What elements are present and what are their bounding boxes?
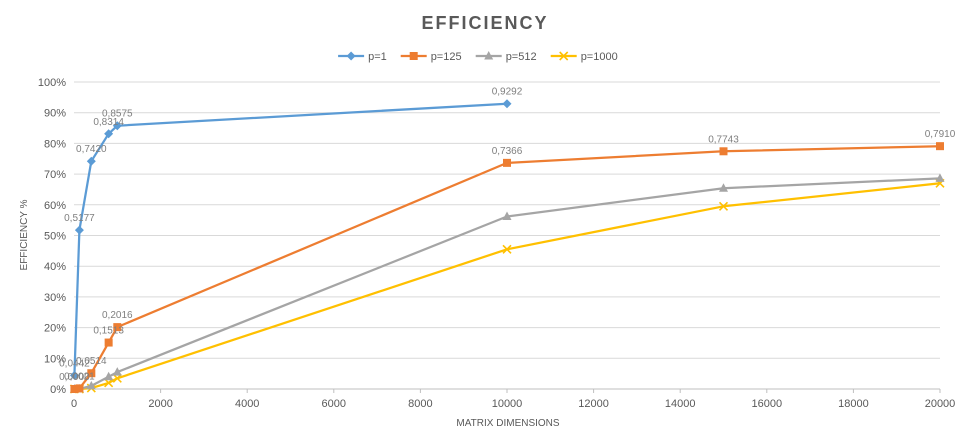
series-p-125 [70, 142, 944, 393]
y-tick-label: 50% [44, 231, 66, 243]
data-point [936, 142, 944, 151]
x-tick-label: 2000 [148, 398, 172, 410]
legend-label: p=512 [506, 51, 537, 63]
y-tick-label: 20% [44, 323, 66, 335]
data-point [86, 380, 96, 390]
series-p-512 [69, 173, 945, 393]
data-point [502, 99, 512, 109]
data-point [502, 211, 512, 220]
legend-marker [559, 51, 569, 61]
data-point [86, 156, 96, 166]
series-line [74, 145, 941, 391]
data-point [75, 384, 84, 393]
legend-label: p=1000 [581, 51, 618, 63]
x-tick-label: 20000 [925, 398, 956, 410]
data-point [719, 183, 728, 192]
data-label: 0,7420 [76, 144, 107, 155]
legend-label: p=125 [431, 51, 462, 63]
axes: 0% 10% 20% 30% 40% 50% 60% 70% 80% 90% 100% 0 2000 40… [38, 77, 955, 410]
y-tick-label: 90% [44, 108, 66, 120]
data-label: 0,5177 [64, 213, 95, 224]
data-point [112, 367, 122, 376]
data-point [70, 385, 79, 393]
chart-legend: p=1 p=125 p=512 p=1000 [338, 51, 618, 63]
series-p-1 [69, 99, 512, 380]
y-tick-label: 0% [50, 384, 66, 396]
data-point [87, 369, 96, 378]
data-label: 0,0442 [59, 358, 90, 369]
legend-item: p=1000 [550, 51, 618, 63]
x-tick-label: 8000 [408, 398, 432, 410]
series-layer [69, 99, 945, 394]
series-line [74, 177, 941, 391]
y-tick-label: 100% [38, 77, 66, 89]
data-point [69, 370, 79, 380]
data-label: 0,8314 [93, 117, 124, 128]
x-tick-label: 16000 [752, 398, 783, 410]
data-point [503, 158, 511, 167]
data-point [935, 173, 945, 182]
y-tick-label: 30% [44, 292, 66, 304]
data-label: 0,8575 [102, 109, 133, 120]
legend-marker [346, 51, 356, 61]
data-point [104, 338, 113, 347]
data-label: 0,0021 [64, 371, 95, 382]
data-label: 0,7910 [925, 129, 956, 140]
x-tick-label: 6000 [322, 398, 346, 410]
x-tick-label: 0 [71, 398, 77, 410]
data-point [719, 147, 728, 156]
x-tick-label: 18000 [838, 398, 869, 410]
x-axis-title: MATRIX DIMENSIONS [456, 418, 559, 429]
legend-item: p=1 [338, 51, 387, 63]
data-point [113, 323, 122, 332]
data-label: 0,0514 [76, 356, 107, 367]
x-tick-label: 12000 [578, 398, 609, 410]
legend-item: p=125 [400, 51, 462, 63]
data-point [104, 371, 114, 381]
series-p-1000 [69, 178, 945, 394]
data-point [502, 244, 512, 254]
data-label: 0,2016 [102, 310, 133, 321]
legend-item: p=512 [475, 51, 537, 63]
data-label: 0,7366 [492, 146, 523, 157]
data-point [104, 129, 114, 139]
data-label: 0,7743 [708, 134, 739, 145]
legend-marker [484, 51, 494, 60]
legend-marker [409, 52, 418, 60]
y-tick-label: 80% [44, 138, 66, 150]
x-tick-label: 4000 [235, 398, 259, 410]
data-point [718, 201, 729, 211]
data-label: 0,0000 [59, 372, 90, 383]
x-tick-label: 14000 [665, 398, 696, 410]
y-axis-title: EFFICIENCY % [19, 199, 30, 270]
y-tick-label: 10% [44, 353, 66, 365]
series-line [73, 102, 508, 376]
legend-label: p=1 [368, 51, 387, 63]
y-tick-label: 60% [44, 200, 66, 212]
gridlines [74, 81, 940, 359]
y-tick-label: 70% [44, 169, 66, 181]
data-point [74, 225, 84, 235]
chart-title: EFFICIENCY [421, 13, 548, 33]
data-label: 0,9292 [492, 87, 523, 98]
data-label: 0,1513 [93, 326, 124, 337]
data-point [112, 121, 122, 131]
y-tick-label: 40% [44, 261, 66, 273]
x-tick-label: 10000 [492, 398, 523, 410]
